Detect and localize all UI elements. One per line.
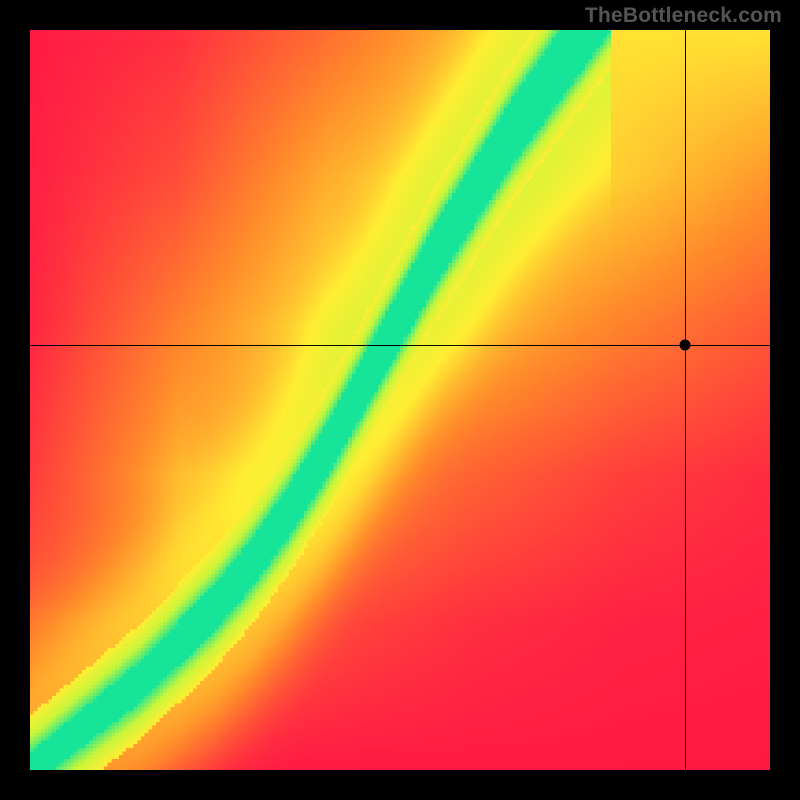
crosshair-marker [679,339,690,350]
crosshair-vertical [685,30,686,770]
figure-root: TheBottleneck.com [0,0,800,800]
watermark-text: TheBottleneck.com [585,4,782,28]
heatmap-canvas [30,30,770,770]
crosshair-horizontal [30,345,770,346]
heatmap-plot [30,30,770,770]
